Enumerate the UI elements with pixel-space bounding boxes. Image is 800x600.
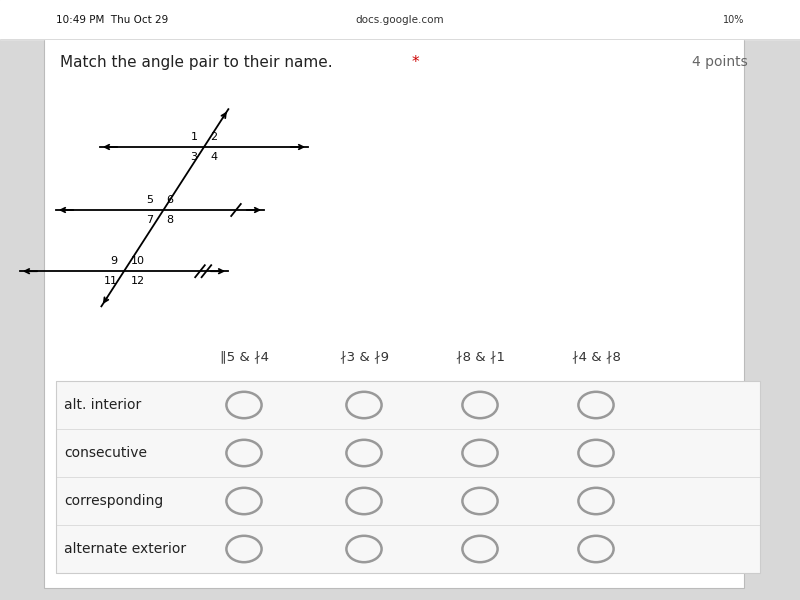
Text: 4: 4 bbox=[210, 152, 218, 162]
Text: docs.google.com: docs.google.com bbox=[356, 15, 444, 25]
Text: ∤4 & ∤8: ∤4 & ∤8 bbox=[571, 350, 621, 363]
Text: 6: 6 bbox=[166, 195, 174, 205]
Text: consecutive: consecutive bbox=[64, 446, 147, 460]
Text: 2: 2 bbox=[210, 132, 218, 142]
Text: alternate exterior: alternate exterior bbox=[64, 542, 186, 556]
Text: 10:49 PM  Thu Oct 29: 10:49 PM Thu Oct 29 bbox=[56, 15, 168, 25]
FancyBboxPatch shape bbox=[44, 21, 744, 588]
Text: ∥5 & ∤4: ∥5 & ∤4 bbox=[219, 350, 269, 363]
Text: *: * bbox=[412, 55, 420, 70]
Text: corresponding: corresponding bbox=[64, 494, 163, 508]
Text: Match the angle pair to their name.: Match the angle pair to their name. bbox=[60, 55, 338, 70]
Text: 8: 8 bbox=[166, 215, 174, 225]
Bar bbox=[0, 0, 800, 39]
Bar bbox=[56, 525, 760, 573]
Text: 10%: 10% bbox=[722, 15, 744, 25]
Text: 10: 10 bbox=[130, 256, 145, 266]
Bar bbox=[56, 477, 760, 525]
Bar bbox=[56, 381, 760, 429]
Text: 9: 9 bbox=[110, 256, 118, 266]
Text: alt. interior: alt. interior bbox=[64, 398, 142, 412]
Text: 7: 7 bbox=[146, 215, 154, 225]
Text: 3: 3 bbox=[190, 152, 198, 162]
Text: ∤3 & ∤9: ∤3 & ∤9 bbox=[339, 350, 389, 363]
Bar bbox=[56, 429, 760, 477]
Text: 4 points: 4 points bbox=[692, 55, 748, 69]
Text: 1: 1 bbox=[190, 132, 198, 142]
Text: 11: 11 bbox=[104, 276, 118, 286]
Text: 12: 12 bbox=[130, 276, 145, 286]
Bar bbox=[56, 381, 760, 573]
Text: ∤8 & ∤1: ∤8 & ∤1 bbox=[455, 350, 505, 363]
Text: 5: 5 bbox=[146, 195, 154, 205]
